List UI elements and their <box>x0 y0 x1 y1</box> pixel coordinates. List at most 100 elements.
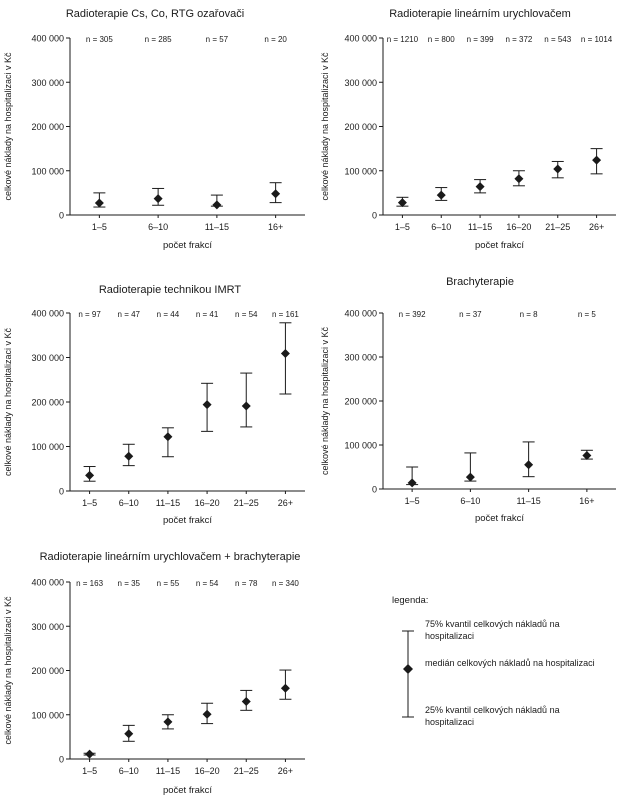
x-tick-label: 26+ <box>278 766 293 776</box>
y-tick-label: 0 <box>372 485 377 495</box>
y-tick-label: 300 000 <box>344 353 377 363</box>
x-tick-label: 11–15 <box>156 498 180 508</box>
x-tick-label: 11–15 <box>205 222 229 232</box>
y-axis-label: celkové náklady na hospitalizaci v Kč <box>3 596 13 745</box>
legend-title: legenda: <box>392 595 429 606</box>
median-marker <box>524 460 534 470</box>
y-tick-label: 100 000 <box>31 166 64 176</box>
x-axis-label: počet frakcí <box>163 515 212 526</box>
x-tick-label: 21–25 <box>234 766 259 776</box>
x-tick-label: 11–15 <box>156 766 180 776</box>
x-tick-label: 1–5 <box>82 766 97 776</box>
sample-size-label: n = 543 <box>544 35 571 44</box>
y-tick-label: 100 000 <box>31 710 64 720</box>
x-axis-label: počet frakcí <box>475 513 524 524</box>
sample-size-label: n = 285 <box>145 35 172 44</box>
median-marker <box>124 451 134 461</box>
y-tick-label: 400 000 <box>31 34 64 44</box>
chart-title: Radioterapie technikou IMRT <box>99 284 242 296</box>
y-axis-label: celkové náklady na hospitalizaci v Kč <box>320 326 330 475</box>
x-tick-label: 16–20 <box>195 498 220 508</box>
x-tick-label: 16–20 <box>506 222 531 232</box>
y-axis-label: celkové náklady na hospitalizaci v Kč <box>3 52 13 201</box>
x-tick-label: 26+ <box>278 498 293 508</box>
sample-size-label: n = 20 <box>264 35 287 44</box>
sample-size-label: n = 97 <box>78 310 101 319</box>
sample-size-label: n = 340 <box>272 579 299 588</box>
chart-title: Radioterapie lineárním urychlovačem <box>389 8 571 20</box>
median-marker <box>407 478 417 488</box>
y-tick-label: 200 000 <box>31 666 64 676</box>
x-tick-label: 6–10 <box>119 766 139 776</box>
median-marker <box>85 749 95 759</box>
sample-size-label: n = 44 <box>157 310 180 319</box>
median-marker <box>241 696 251 706</box>
y-tick-label: 0 <box>59 211 64 221</box>
x-axis-label: počet frakcí <box>163 785 212 796</box>
median-marker <box>163 432 173 442</box>
sample-size-label: n = 5 <box>578 310 597 319</box>
y-tick-label: 200 000 <box>344 122 377 132</box>
y-tick-label: 200 000 <box>31 398 64 408</box>
y-tick-label: 0 <box>59 755 64 765</box>
x-tick-label: 1–5 <box>82 498 97 508</box>
x-axis-label: počet frakcí <box>475 240 524 251</box>
median-marker <box>241 401 251 411</box>
chart-title: Brachyterapie <box>446 276 514 288</box>
sample-size-label: n = 54 <box>196 579 219 588</box>
sample-size-label: n = 8 <box>520 310 539 319</box>
median-marker <box>475 182 485 192</box>
x-tick-label: 21–25 <box>234 498 259 508</box>
median-marker <box>124 729 134 739</box>
sample-size-label: n = 1014 <box>581 35 613 44</box>
sample-size-label: n = 78 <box>235 579 258 588</box>
y-axis-label: celkové náklady na hospitalizaci v Kč <box>3 327 13 476</box>
sample-size-label: n = 305 <box>86 35 113 44</box>
legend-upper-quantile: 75% kvantil celkových nákladů na hospita… <box>425 619 560 641</box>
median-marker <box>514 174 524 184</box>
x-axis-label: počet frakcí <box>163 240 212 251</box>
median-marker <box>582 451 592 461</box>
chart-title: Radioterapie lineárním urychlovačem + br… <box>40 551 301 563</box>
y-tick-label: 300 000 <box>31 353 64 363</box>
y-tick-label: 400 000 <box>31 578 64 588</box>
sample-size-label: n = 55 <box>157 579 180 588</box>
sample-size-label: n = 1210 <box>387 35 419 44</box>
median-marker <box>465 472 475 482</box>
sample-size-label: n = 399 <box>467 35 494 44</box>
median-marker <box>163 717 173 727</box>
y-tick-label: 100 000 <box>344 441 377 451</box>
y-tick-label: 200 000 <box>344 397 377 407</box>
y-tick-label: 100 000 <box>344 166 377 176</box>
median-marker <box>94 198 104 208</box>
x-tick-label: 11–15 <box>516 496 540 506</box>
legend-errorbar-icon <box>402 630 414 718</box>
y-tick-label: 100 000 <box>31 442 64 452</box>
median-marker <box>202 709 212 719</box>
median-marker <box>271 189 281 199</box>
y-tick-label: 300 000 <box>344 78 377 88</box>
sample-size-label: n = 57 <box>206 35 229 44</box>
sample-size-label: n = 392 <box>399 310 426 319</box>
median-marker <box>202 400 212 410</box>
x-tick-label: 6–10 <box>460 496 480 506</box>
x-tick-label: 6–10 <box>148 222 168 232</box>
y-axis-label: celkové náklady na hospitalizaci v Kč <box>320 52 330 201</box>
x-tick-label: 1–5 <box>92 222 107 232</box>
y-tick-label: 300 000 <box>31 622 64 632</box>
sample-size-label: n = 372 <box>505 35 532 44</box>
y-tick-label: 400 000 <box>344 34 377 44</box>
median-marker <box>280 348 290 358</box>
sample-size-label: n = 47 <box>118 310 141 319</box>
y-tick-label: 0 <box>372 211 377 221</box>
sample-size-label: n = 37 <box>459 310 482 319</box>
x-tick-label: 16–20 <box>195 766 220 776</box>
y-tick-label: 400 000 <box>31 309 64 319</box>
legend: legenda: 75% kvantil celkových nákladů n… <box>392 595 612 755</box>
x-tick-label: 6–10 <box>431 222 451 232</box>
legend-median: medián celkových nákladů na hospitalizac… <box>425 658 595 668</box>
x-tick-label: 26+ <box>589 222 604 232</box>
sample-size-label: n = 54 <box>235 310 258 319</box>
sample-size-label: n = 161 <box>272 310 299 319</box>
